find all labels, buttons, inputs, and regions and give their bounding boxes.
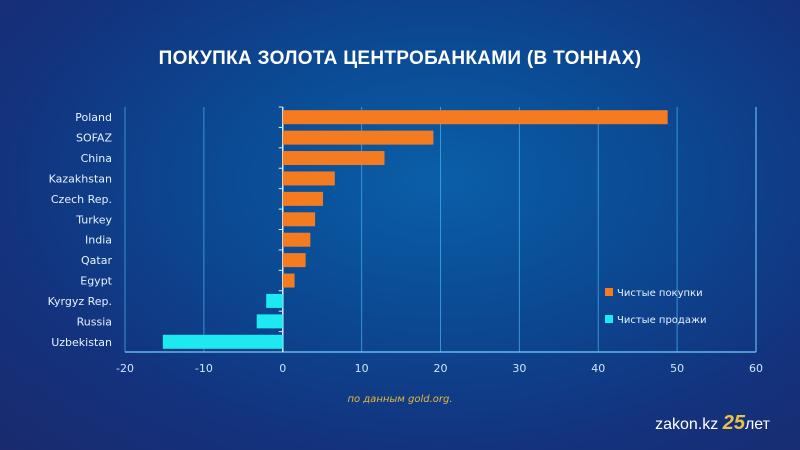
logo-suffix: лет	[744, 416, 770, 433]
y-category-label: Qatar	[81, 254, 112, 267]
x-tick-label: 50	[670, 362, 684, 375]
y-category-label: Czech Rep.	[51, 193, 112, 206]
x-tick-label: 30	[512, 362, 526, 375]
bar-kyrgyz-rep-	[266, 293, 283, 308]
y-category-label: Uzbekistan	[51, 336, 112, 349]
chart-title: ПОКУПКА ЗОЛОТА ЦЕНТРОБАНКАМИ (В ТОННАХ)	[158, 48, 642, 69]
logo: zakon.kz 25лет	[655, 412, 770, 435]
y-category-label: China	[81, 152, 112, 165]
y-category-label: Kyrgyz Rep.	[48, 295, 112, 308]
y-category-label: Turkey	[75, 213, 112, 226]
source-note: по данным gold.org.	[347, 394, 453, 405]
bar-china	[282, 151, 385, 166]
x-tick-label: 20	[434, 362, 448, 375]
legend-label: Чистые продажи	[617, 315, 706, 326]
bar-czech-rep-	[282, 191, 323, 206]
bar-turkey	[282, 212, 316, 227]
y-category-label: India	[85, 234, 112, 247]
bar-poland	[282, 110, 668, 125]
x-tick-label: 10	[355, 362, 369, 375]
y-category-label: Egypt	[80, 275, 112, 288]
legend-swatch	[605, 315, 613, 323]
x-tick-label: 60	[749, 362, 763, 375]
legend-swatch	[605, 288, 613, 296]
bar-qatar	[282, 253, 306, 268]
logo-number: 25	[722, 412, 745, 434]
logo-text: zakon.kz	[655, 416, 719, 433]
y-category-label: Poland	[75, 111, 112, 124]
bar-sofaz	[282, 130, 434, 145]
y-category-label: Russia	[77, 315, 112, 328]
bar-india	[282, 232, 311, 247]
x-tick-label: -10	[195, 362, 213, 375]
bar-kazakhstan	[282, 171, 335, 186]
x-tick-label: 0	[279, 362, 286, 375]
x-tick-label: 40	[591, 362, 605, 375]
bar-uzbekistan	[162, 334, 283, 349]
x-tick-label: -20	[116, 362, 134, 375]
bar-russia	[256, 314, 283, 329]
y-category-label: Kazakhstan	[49, 172, 112, 185]
bar-egypt	[282, 273, 295, 288]
legend-label: Чистые покупки	[617, 288, 703, 299]
y-category-label: SOFAZ	[76, 132, 112, 145]
